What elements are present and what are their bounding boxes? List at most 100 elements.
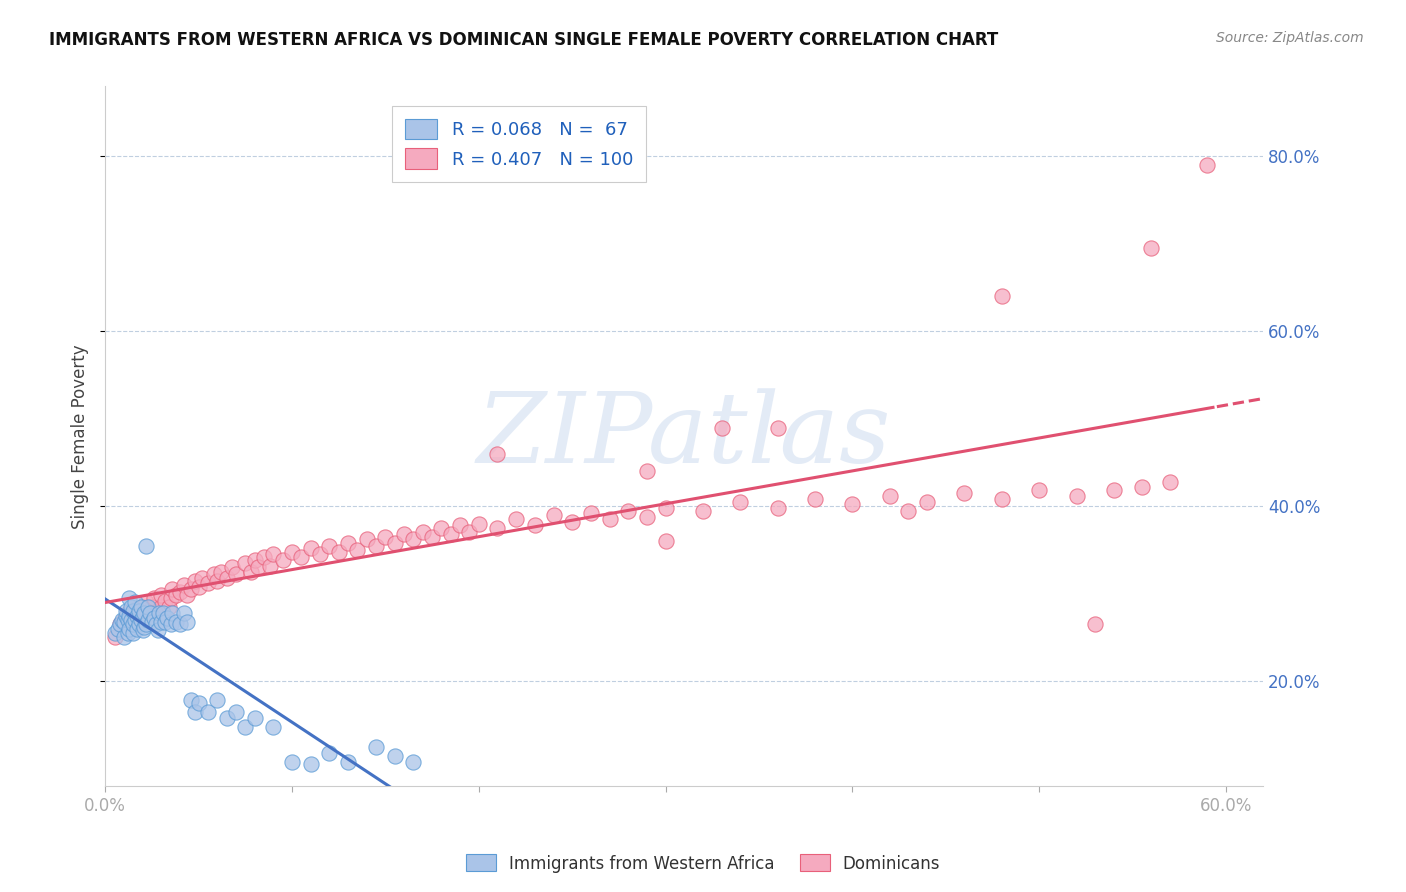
Point	[766, 420, 789, 434]
Point	[262, 547, 284, 561]
Point	[1159, 475, 1181, 489]
Point	[1197, 158, 1219, 172]
Point	[129, 613, 152, 627]
Point	[197, 576, 219, 591]
Point	[117, 613, 139, 627]
Point	[131, 615, 153, 629]
Point	[120, 599, 142, 614]
Point	[243, 711, 266, 725]
Point	[318, 539, 340, 553]
Point	[309, 547, 332, 561]
Point	[804, 492, 827, 507]
Point	[135, 617, 157, 632]
Point	[176, 615, 198, 629]
Point	[356, 533, 378, 547]
Point	[122, 604, 145, 618]
Point	[124, 602, 146, 616]
Point	[142, 611, 165, 625]
Legend: Immigrants from Western Africa, Dominicans: Immigrants from Western Africa, Dominica…	[458, 847, 948, 880]
Point	[152, 606, 174, 620]
Point	[486, 447, 509, 461]
Point	[141, 599, 163, 614]
Point	[215, 711, 238, 725]
Point	[135, 608, 157, 623]
Point	[159, 617, 181, 632]
Point	[654, 534, 676, 549]
Point	[262, 720, 284, 734]
Point	[299, 757, 322, 772]
Point	[207, 693, 229, 707]
Point	[374, 530, 396, 544]
Point	[468, 516, 491, 531]
Point	[953, 486, 976, 500]
Point	[122, 626, 145, 640]
Point	[108, 617, 131, 632]
Point	[879, 489, 901, 503]
Point	[125, 622, 148, 636]
Point	[139, 606, 162, 620]
Point	[543, 508, 565, 522]
Point	[318, 746, 340, 760]
Point	[111, 613, 134, 627]
Point	[197, 705, 219, 719]
Point	[118, 608, 141, 623]
Point	[299, 541, 322, 556]
Point	[114, 604, 136, 618]
Point	[420, 530, 443, 544]
Point	[145, 617, 167, 632]
Point	[207, 574, 229, 588]
Point	[153, 615, 176, 629]
Point	[129, 599, 152, 614]
Point	[180, 582, 202, 597]
Point	[225, 705, 247, 719]
Point	[134, 606, 156, 620]
Point	[402, 533, 425, 547]
Point	[599, 512, 621, 526]
Point	[136, 613, 159, 627]
Point	[215, 571, 238, 585]
Point	[579, 506, 602, 520]
Point	[112, 615, 135, 629]
Point	[281, 545, 304, 559]
Point	[156, 611, 179, 625]
Point	[150, 615, 173, 629]
Point	[150, 589, 173, 603]
Point	[766, 500, 789, 515]
Point	[384, 536, 406, 550]
Point	[1130, 480, 1153, 494]
Point	[430, 521, 453, 535]
Point	[117, 606, 139, 620]
Point	[364, 539, 387, 553]
Point	[103, 631, 125, 645]
Point	[112, 631, 135, 645]
Point	[337, 755, 360, 769]
Point	[136, 599, 159, 614]
Point	[165, 615, 187, 629]
Point	[897, 503, 920, 517]
Text: IMMIGRANTS FROM WESTERN AFRICA VS DOMINICAN SINGLE FEMALE POVERTY CORRELATION CH: IMMIGRANTS FROM WESTERN AFRICA VS DOMINI…	[49, 31, 998, 49]
Point	[169, 585, 191, 599]
Point	[243, 553, 266, 567]
Point	[449, 518, 471, 533]
Point	[841, 498, 863, 512]
Point	[290, 549, 312, 564]
Point	[328, 545, 350, 559]
Point	[128, 604, 150, 618]
Point	[117, 626, 139, 640]
Point	[184, 574, 207, 588]
Point	[636, 509, 658, 524]
Point	[440, 527, 463, 541]
Point	[134, 620, 156, 634]
Point	[654, 500, 676, 515]
Point	[402, 755, 425, 769]
Point	[239, 565, 262, 579]
Point	[1102, 483, 1125, 498]
Point	[233, 556, 256, 570]
Y-axis label: Single Female Poverty: Single Female Poverty	[72, 344, 89, 529]
Point	[131, 624, 153, 638]
Point	[561, 515, 583, 529]
Point	[202, 567, 225, 582]
Point	[169, 617, 191, 632]
Point	[392, 527, 415, 541]
Point	[187, 580, 209, 594]
